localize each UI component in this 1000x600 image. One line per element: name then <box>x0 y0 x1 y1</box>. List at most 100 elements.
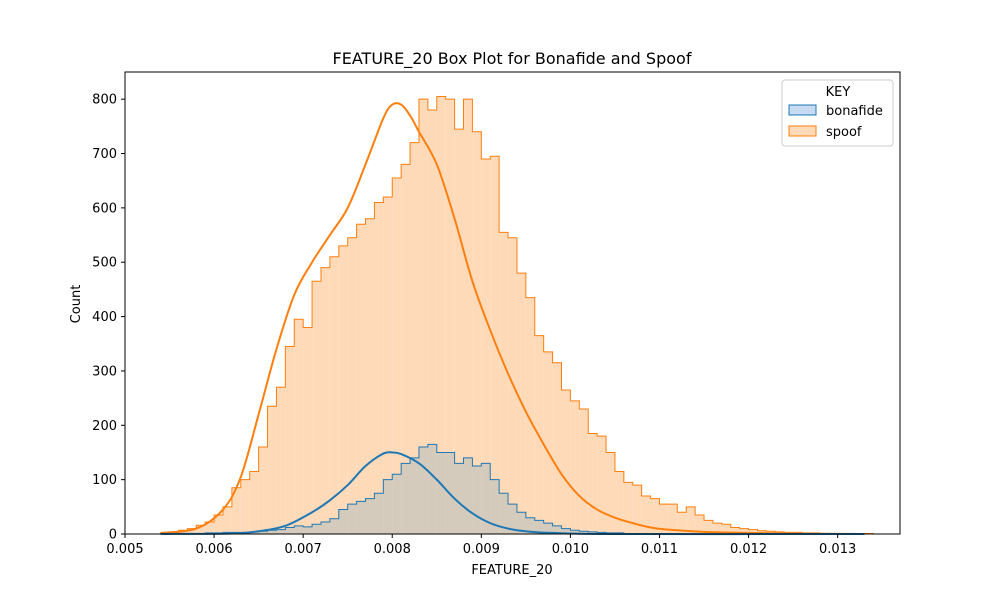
bar-bonafide <box>561 528 571 534</box>
bar-spoof <box>481 158 491 534</box>
axes-spines <box>124 71 901 535</box>
bar-spoof <box>249 471 259 534</box>
x-tick-label: 0.008 <box>374 542 411 557</box>
x-axis-label: FEATURE_20 <box>471 563 552 578</box>
x-tick-label: 0.005 <box>106 542 143 557</box>
bar-bonafide <box>374 493 384 534</box>
bar-spoof <box>588 433 598 534</box>
bar-bonafide <box>303 526 313 534</box>
bar-spoof <box>392 177 402 535</box>
bar-spoof <box>401 164 411 534</box>
y-tick-label: 400 <box>92 310 117 325</box>
bar-spoof <box>303 327 313 534</box>
y-axis-label: Count <box>69 285 84 324</box>
bar-spoof <box>543 351 553 534</box>
bar-spoof <box>445 99 455 535</box>
bar-spoof <box>285 346 295 534</box>
x-tick-label: 0.006 <box>195 542 232 557</box>
bar-bonafide <box>543 523 553 534</box>
y-axis: 0 100 200 300 400 500 600 700 800 <box>92 93 125 543</box>
legend-swatch-bonafide <box>788 104 817 116</box>
y-tick-label: 100 <box>92 473 117 488</box>
legend-label-spoof: spoof <box>826 125 862 140</box>
bar-spoof <box>668 504 678 534</box>
x-tick-label: 0.013 <box>819 542 856 557</box>
bar-bonafide <box>320 522 330 534</box>
bar-spoof <box>427 110 437 534</box>
bar-spoof <box>623 482 633 534</box>
bar-bonafide <box>401 463 411 534</box>
bar-bonafide <box>329 518 339 534</box>
bar-bonafide <box>285 527 295 534</box>
kde-line-bonafide <box>160 451 865 536</box>
bar-spoof <box>294 319 304 534</box>
bar-spoof <box>214 514 223 534</box>
bar-bonafide <box>481 463 491 534</box>
bar-spoof <box>525 297 535 534</box>
bar-spoof <box>258 447 268 534</box>
bar-spoof <box>338 245 348 534</box>
bar-spoof <box>418 99 428 535</box>
bar-bonafide <box>454 463 464 534</box>
bar-spoof <box>240 479 250 534</box>
bar-bonafide <box>258 531 268 534</box>
x-tick-label: 0.009 <box>463 542 500 557</box>
x-tick-label: 0.012 <box>730 542 767 557</box>
bar-spoof <box>205 522 215 534</box>
bar-spoof <box>436 96 446 534</box>
bar-spoof <box>490 156 500 534</box>
y-tick-label: 800 <box>92 93 117 108</box>
bar-spoof <box>561 389 571 534</box>
legend-title: KEY <box>826 85 851 100</box>
bar-spoof <box>365 218 375 535</box>
bar-bonafide <box>472 466 482 534</box>
bar-spoof <box>712 523 722 534</box>
bar-spoof <box>641 495 651 534</box>
kde-curves <box>160 102 865 536</box>
bar-bonafide <box>508 504 517 534</box>
bar-bonafide <box>410 457 419 534</box>
bar-bonafide <box>383 479 393 534</box>
bar-bonafide <box>294 525 304 534</box>
bar-spoof <box>222 506 232 534</box>
bar-spoof <box>267 406 277 534</box>
plot-area <box>160 95 874 536</box>
y-tick-label: 600 <box>92 201 117 216</box>
bar-spoof <box>499 232 509 534</box>
bar-spoof <box>721 524 731 534</box>
bar-spoof <box>383 197 393 534</box>
bar-spoof <box>276 387 286 534</box>
legend-swatch-spoof <box>788 125 817 137</box>
bar-bonafide <box>579 531 589 534</box>
bar-spoof <box>632 485 642 534</box>
bar-spoof <box>659 504 669 534</box>
bar-bonafide <box>534 520 544 534</box>
bar-bonafide <box>356 501 366 534</box>
kde-line-spoof <box>160 102 865 535</box>
bar-spoof <box>677 512 687 534</box>
bar-bonafide <box>267 530 277 534</box>
bar-spoof <box>704 520 713 534</box>
bar-spoof <box>614 471 624 534</box>
bar-bonafide <box>499 493 509 534</box>
axes-frame <box>124 71 901 535</box>
bar-spoof <box>748 529 758 534</box>
bar-spoof <box>739 528 749 534</box>
histogram-series-bonafide <box>160 443 874 535</box>
bar-spoof <box>187 528 197 534</box>
bar-spoof <box>374 202 384 534</box>
bar-bonafide <box>392 474 402 534</box>
bar-bonafide <box>525 517 535 534</box>
legend-label-bonafide: bonafide <box>826 104 883 119</box>
chart-title: FEATURE_20 Box Plot for Bonafide and Spo… <box>333 49 692 69</box>
bar-spoof <box>312 281 321 534</box>
bar-bonafide <box>552 525 562 534</box>
bar-spoof <box>472 131 482 534</box>
bar-spoof <box>320 267 330 534</box>
bar-bonafide <box>463 457 473 534</box>
bar-bonafide <box>338 509 348 534</box>
y-tick-label: 200 <box>92 419 117 434</box>
bar-bonafide <box>312 524 321 534</box>
bar-spoof <box>570 400 580 534</box>
